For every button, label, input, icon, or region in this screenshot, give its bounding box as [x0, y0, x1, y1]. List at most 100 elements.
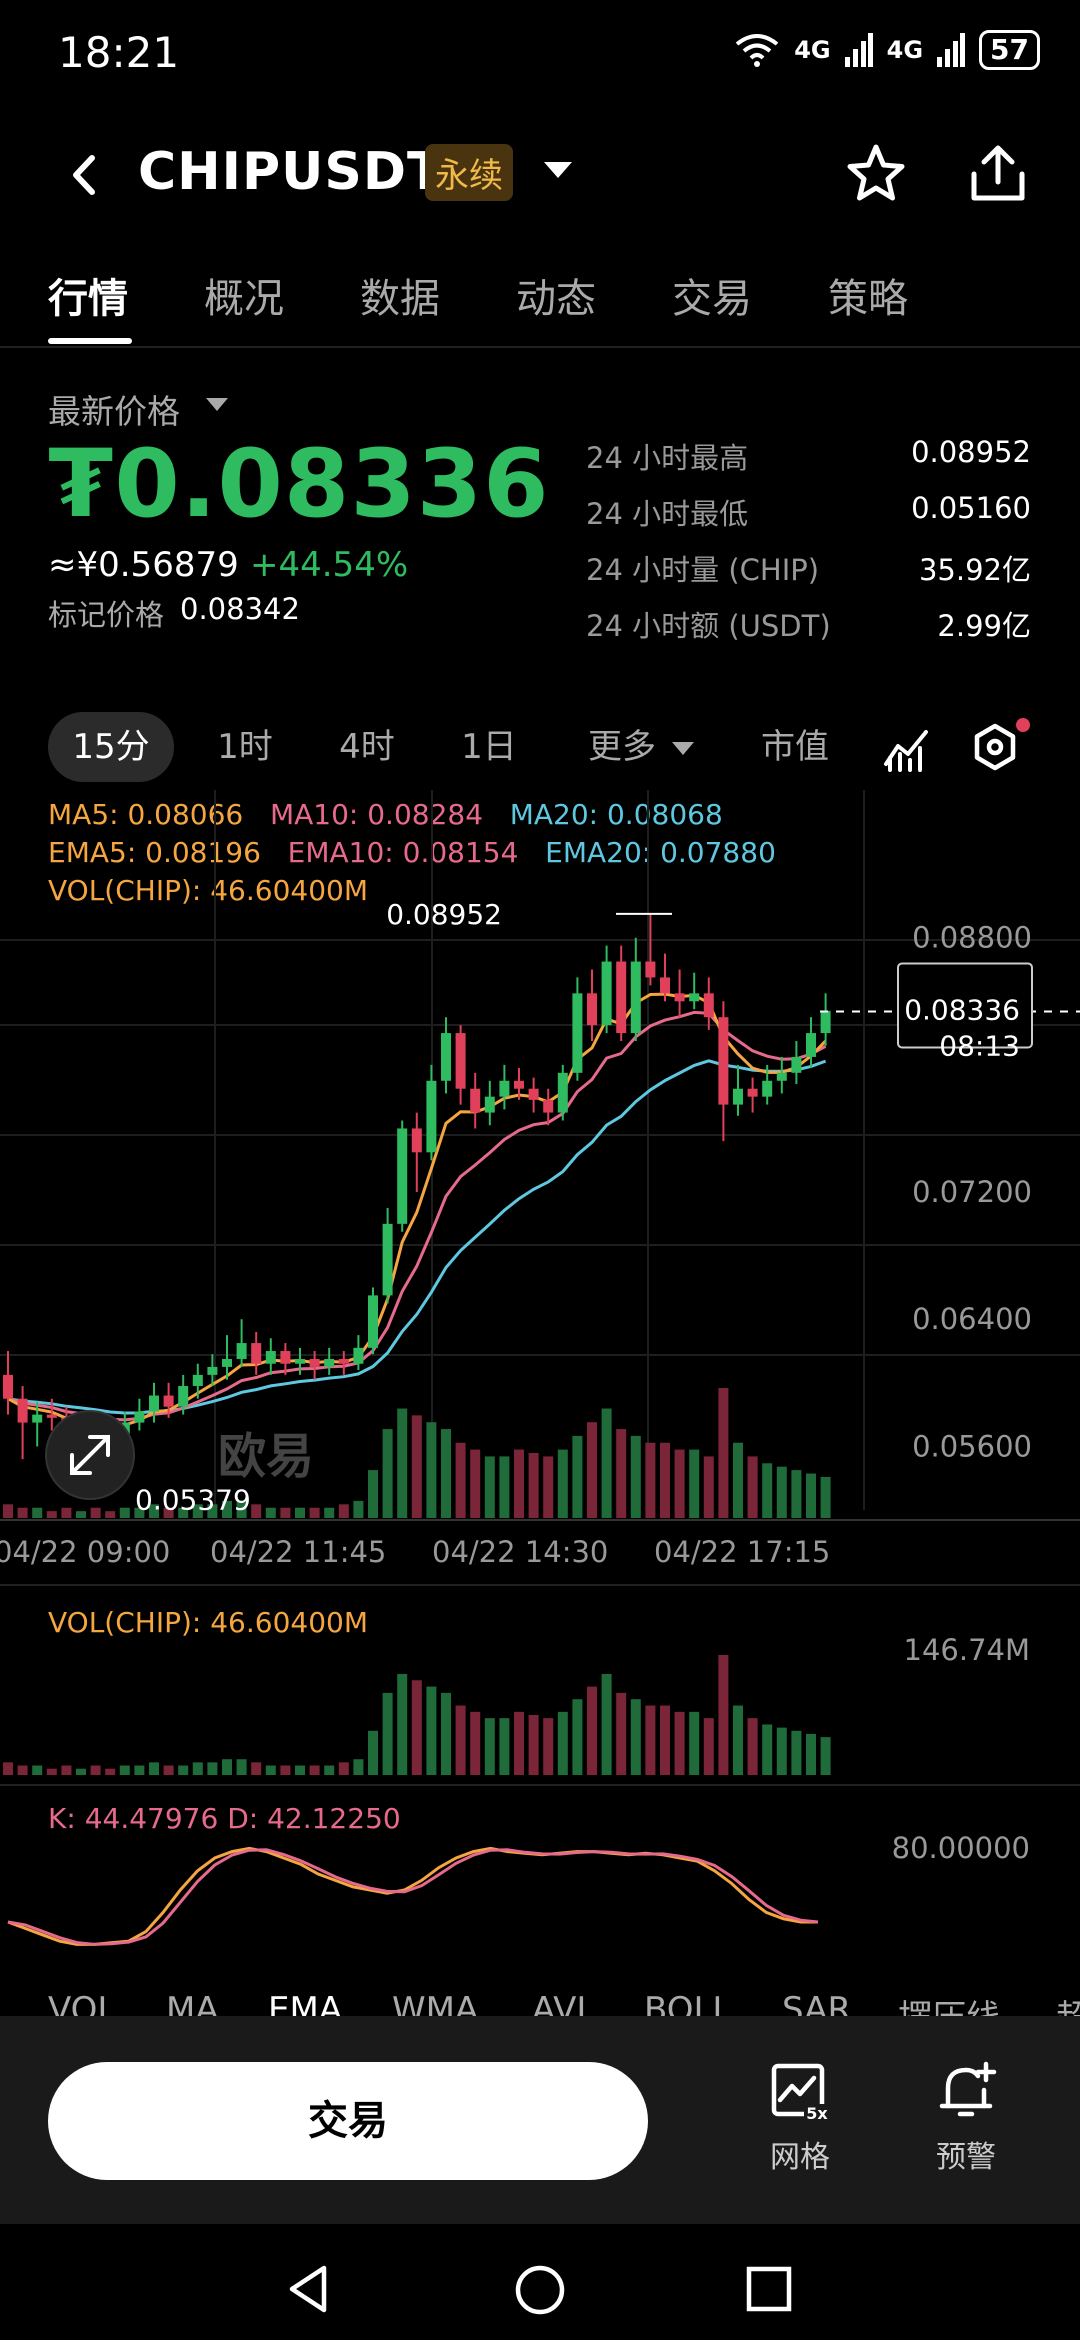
mark-price-label: 标记价格 — [48, 598, 165, 632]
candle-body — [178, 1386, 189, 1407]
ma20-value: MA20: 0.08068 — [509, 798, 723, 831]
subchart-volume-bar — [543, 1718, 554, 1775]
share-icon[interactable] — [964, 140, 1032, 208]
subchart-volume-bar — [105, 1768, 116, 1775]
volume-bar — [265, 1507, 276, 1518]
nav-home-icon[interactable] — [514, 2264, 566, 2316]
ind-tab-pressure-line[interactable]: 摆压线 — [898, 1998, 1000, 2020]
interval-more[interactable]: 更多 — [588, 727, 656, 767]
volume-bar — [119, 1507, 130, 1518]
ind-tab-boll[interactable]: BOLL — [644, 1990, 732, 2020]
24h-stats: 24 小时最高 0.08952 24 小时最低 0.05160 24 小时量 (CH… — [586, 435, 1031, 659]
chart-settings-icon[interactable] — [970, 722, 1020, 772]
subchart-volume-bar — [222, 1759, 232, 1775]
subchart-volume-bar — [426, 1686, 437, 1775]
kd-label: K: 44.47976 D: 42.12250 — [48, 1802, 401, 1835]
grid-button[interactable]: 5x 网格 — [740, 2060, 860, 2176]
subchart-volume-bar — [192, 1762, 203, 1775]
candle-body — [587, 993, 597, 1026]
volume-bar — [105, 1511, 116, 1518]
tab-trade[interactable]: 交易 — [672, 276, 752, 322]
tab-news[interactable]: 动态 — [516, 276, 596, 322]
volume-bar — [280, 1507, 291, 1518]
candle-body — [134, 1411, 145, 1423]
subchart-volume-bar — [368, 1730, 378, 1775]
latest-price-label[interactable]: 最新价格 — [48, 392, 180, 431]
price-chart[interactable]: 0.08800 0.07200 0.06400 0.05600 04/22 09:00 0… — [0, 790, 1080, 1990]
stat-value: 35.92亿 — [918, 553, 1031, 587]
ind-tab-vol[interactable]: VOL — [48, 1990, 117, 2020]
candle-body — [733, 1088, 743, 1105]
candle-body — [499, 1080, 510, 1097]
candle-body — [280, 1351, 291, 1364]
candle-body — [3, 1374, 13, 1399]
main-tabs: 行情 概况 数据 动态 交易 策略 — [0, 258, 1080, 348]
high-price-label: 0.08952 — [386, 898, 502, 931]
symbol-dropdown-caret-icon[interactable] — [544, 162, 572, 178]
stat-value: 2.99亿 — [937, 609, 1031, 643]
trade-button[interactable]: 交易 — [48, 2062, 648, 2180]
alert-button[interactable]: 预警 — [906, 2060, 1026, 2176]
subchart-volume-bar — [338, 1762, 349, 1775]
volume-bar — [192, 1504, 203, 1518]
volume-bar — [703, 1456, 714, 1518]
symbol-title[interactable]: CHIPUSDT — [138, 142, 444, 202]
subchart-volume-bar — [149, 1762, 159, 1775]
candle-body — [455, 1033, 466, 1089]
volume-bar — [660, 1442, 670, 1518]
subchart-volume-bar — [645, 1705, 656, 1775]
ind-tab-more[interactable]: 超 — [1056, 1998, 1080, 2020]
candle-body — [353, 1347, 364, 1364]
candle-body — [368, 1295, 378, 1348]
candle-body — [616, 961, 627, 1034]
indicator-icon[interactable] — [882, 724, 930, 772]
candle-body — [251, 1343, 262, 1364]
bell-plus-icon — [939, 2061, 997, 2117]
tab-overview[interactable]: 概况 — [204, 276, 284, 322]
volume-bar — [776, 1466, 787, 1518]
k-line — [7, 1846, 818, 1946]
tab-data[interactable]: 数据 — [360, 276, 440, 322]
ema10-value: EMA10: 0.08154 — [287, 836, 519, 869]
volume-bar — [32, 1507, 43, 1518]
market-cap-toggle[interactable]: 市值 — [761, 727, 829, 767]
volume-bar — [572, 1435, 583, 1518]
interval-15m[interactable]: 15分 — [48, 712, 174, 782]
subchart-volume-bar — [747, 1718, 758, 1775]
volume-bar — [557, 1449, 568, 1518]
ind-tab-avl[interactable]: AVL — [532, 1990, 596, 2020]
volume-bar — [338, 1504, 349, 1518]
tab-market[interactable]: 行情 — [48, 276, 128, 322]
interval-4h[interactable]: 4时 — [339, 727, 395, 767]
ind-tab-sar[interactable]: SAR — [782, 1990, 852, 2020]
active-tab-underline — [48, 338, 132, 344]
ind-tab-ema[interactable]: EMA — [268, 1990, 343, 2020]
price-change: +44.54% — [250, 545, 409, 585]
subchart-volume-bar — [528, 1715, 539, 1775]
volume-bar — [134, 1507, 145, 1518]
volume-bar — [397, 1408, 408, 1518]
back-arrow-icon[interactable] — [60, 150, 110, 200]
nav-back-icon[interactable] — [286, 2264, 330, 2314]
interval-1d[interactable]: 1日 — [461, 727, 517, 767]
interval-1h[interactable]: 1时 — [217, 727, 273, 767]
volume-bar — [689, 1449, 700, 1518]
cny-price: ≈¥0.56879 — [48, 545, 239, 585]
nav-recents-icon[interactable] — [746, 2266, 792, 2312]
subchart-volume-bar — [674, 1711, 685, 1775]
tab-strategy[interactable]: 策略 — [828, 276, 908, 322]
more-caret-icon[interactable] — [672, 742, 694, 755]
ind-tab-ma[interactable]: MA — [166, 1990, 219, 2020]
ind-tab-wma[interactable]: WMA — [392, 1990, 479, 2020]
latest-price-caret-icon[interactable] — [206, 398, 228, 411]
subchart-volume-bar — [791, 1730, 802, 1775]
candle-body — [762, 1080, 773, 1097]
favorite-star-icon[interactable] — [844, 142, 908, 206]
volume-bar — [601, 1408, 612, 1518]
ema-legend: EMA5: 0.08196 EMA10: 0.08154 EMA20: 0.07… — [48, 836, 776, 869]
subchart-volume-bar — [484, 1718, 495, 1775]
volume-bar — [382, 1429, 393, 1518]
candle-body — [192, 1374, 203, 1386]
subchart-volume-bar — [587, 1686, 597, 1775]
subchart-volume-bar — [660, 1705, 670, 1775]
